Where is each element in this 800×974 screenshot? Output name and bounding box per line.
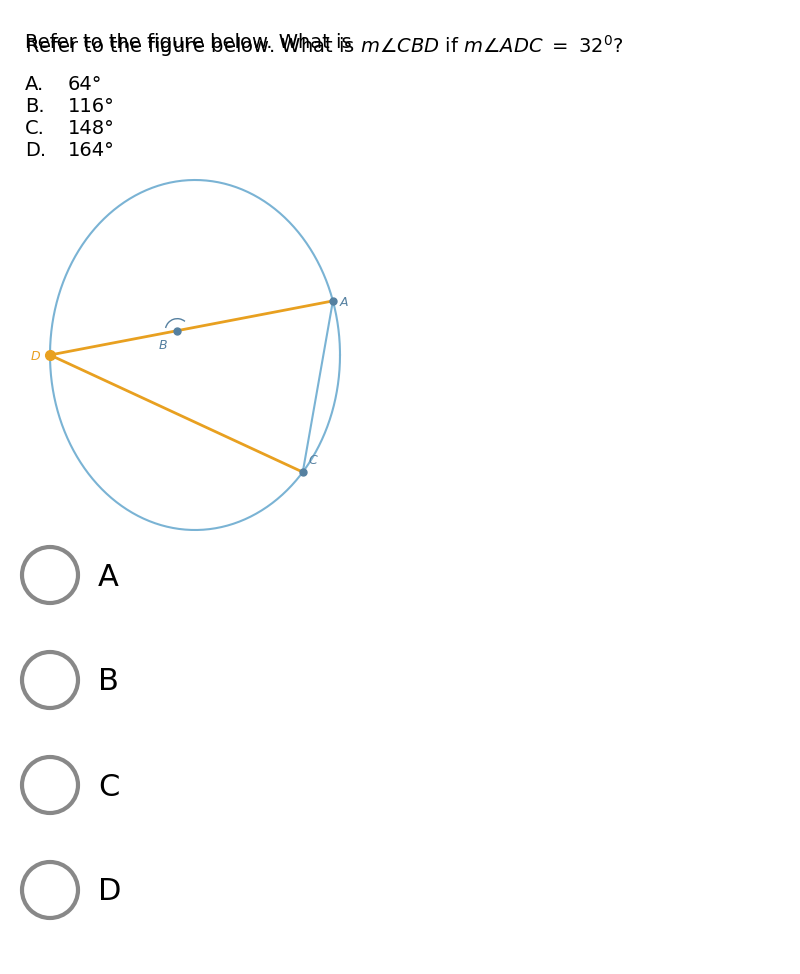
Text: D: D <box>98 878 122 907</box>
Text: Refer to the figure below. What is $m\angle CBD$ if $m\angle ADC\ =\ 32^0$?: Refer to the figure below. What is $m\an… <box>25 33 623 58</box>
Text: A: A <box>98 563 119 591</box>
Text: A: A <box>340 296 349 310</box>
Text: B: B <box>158 339 167 352</box>
Text: Refer to the figure below. What is: Refer to the figure below. What is <box>25 33 358 52</box>
Text: D: D <box>30 351 40 363</box>
Text: C.: C. <box>25 119 45 138</box>
Text: C: C <box>98 772 119 802</box>
Text: C: C <box>309 454 318 468</box>
Text: 64°: 64° <box>68 75 102 94</box>
Text: 116°: 116° <box>68 97 115 116</box>
Text: 148°: 148° <box>68 119 115 138</box>
Text: B: B <box>98 667 119 696</box>
Text: 164°: 164° <box>68 141 115 160</box>
Text: B.: B. <box>25 97 45 116</box>
Text: A.: A. <box>25 75 44 94</box>
Text: D.: D. <box>25 141 46 160</box>
